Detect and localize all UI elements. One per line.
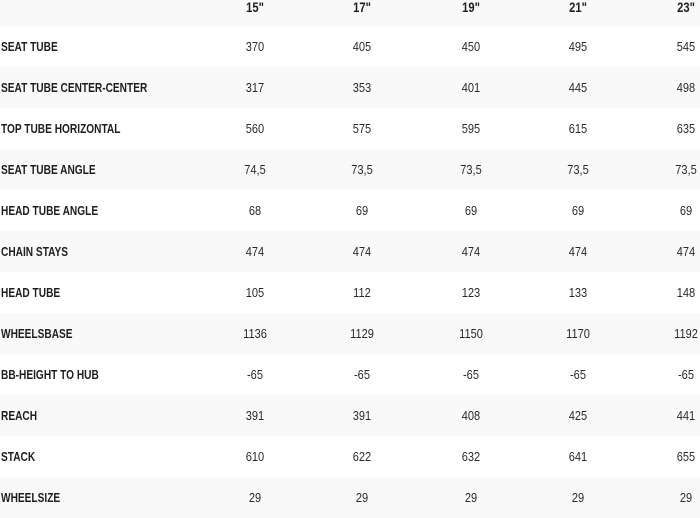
table-cell: 474 <box>245 244 265 259</box>
table-cell: 29 <box>248 490 262 505</box>
table-cell: 408 <box>461 408 481 423</box>
table-row: STACK 610 622 632 641 655 <box>0 436 700 477</box>
table-row: BB-HEIGHT TO HUB -65 -65 -65 -65 -65 <box>0 354 700 395</box>
row-label: SEAT TUBE CENTER-CENTER <box>1 80 148 95</box>
table-cell: -65 <box>570 367 586 382</box>
table-row: SEAT TUBE 370 405 450 495 545 <box>0 26 700 67</box>
row-label: HEAD TUBE <box>1 285 61 300</box>
row-label: SEAT TUBE ANGLE <box>1 162 96 177</box>
table-cell: 29 <box>355 490 369 505</box>
table-cell: -65 <box>463 367 479 382</box>
table-cell: 1136 <box>243 326 267 341</box>
table-cell: 370 <box>245 39 265 54</box>
table-cell: 69 <box>464 203 478 218</box>
table-cell: 73,5 <box>567 162 589 177</box>
table-cell: 655 <box>676 449 696 464</box>
row-label: STACK <box>1 449 36 464</box>
table-cell: 401 <box>461 80 481 95</box>
row-label: WHEELSIZE <box>1 490 61 505</box>
table-cell: 105 <box>245 285 265 300</box>
table-row: WHEELSIZE 29 29 29 29 29 <box>0 477 700 518</box>
table-row: SEAT TUBE ANGLE 74,5 73,5 73,5 73,5 73,5 <box>0 149 700 190</box>
table-cell: 73,5 <box>675 162 697 177</box>
size-header: 23" <box>677 0 695 15</box>
row-label: TOP TUBE HORIZONTAL <box>1 121 121 136</box>
row-label: CHAIN STAYS <box>1 244 69 259</box>
table-cell: 148 <box>676 285 696 300</box>
table-cell: 133 <box>568 285 588 300</box>
table-cell: 29 <box>571 490 585 505</box>
table-cell: 560 <box>245 121 265 136</box>
table-cell: 474 <box>676 244 696 259</box>
table-cell: 445 <box>568 80 588 95</box>
table-cell: -65 <box>354 367 370 382</box>
table-cell: 474 <box>461 244 481 259</box>
table-cell: 1170 <box>566 326 590 341</box>
table-cell: 353 <box>352 80 372 95</box>
table-cell: 632 <box>461 449 481 464</box>
table-cell: 474 <box>352 244 372 259</box>
table-cell: 317 <box>245 80 265 95</box>
table-cell: 112 <box>353 285 371 300</box>
table-cell: 622 <box>352 449 372 464</box>
size-header-row: 15" 17" 19" 21" 23" <box>0 0 700 26</box>
table-row: TOP TUBE HORIZONTAL 560 575 595 615 635 <box>0 108 700 149</box>
table-cell: 74,5 <box>244 162 266 177</box>
table-cell: 123 <box>461 285 481 300</box>
table-cell: 545 <box>676 39 696 54</box>
table-row: HEAD TUBE 105 112 123 133 148 <box>0 272 700 313</box>
table-cell: 73,5 <box>460 162 482 177</box>
table-row: HEAD TUBE ANGLE 68 69 69 69 69 <box>0 190 700 231</box>
table-row: CHAIN STAYS 474 474 474 474 474 <box>0 231 700 272</box>
row-label: WHEELSBASE <box>1 326 73 341</box>
size-header: 19" <box>462 0 480 15</box>
size-header: 17" <box>353 0 371 15</box>
table-cell: 425 <box>568 408 588 423</box>
table-cell: -65 <box>678 367 694 382</box>
table-cell: 391 <box>245 408 265 423</box>
table-cell: 29 <box>679 490 693 505</box>
table-cell: 1192 <box>674 326 698 341</box>
table-cell: 641 <box>568 449 588 464</box>
table-row: WHEELSBASE 1136 1129 1150 1170 1192 <box>0 313 700 354</box>
table-cell: -65 <box>247 367 263 382</box>
row-label: HEAD TUBE ANGLE <box>1 203 99 218</box>
table-cell: 441 <box>676 408 696 423</box>
row-label: BB-HEIGHT TO HUB <box>1 367 99 382</box>
row-label: SEAT TUBE <box>1 39 58 54</box>
size-header: 21" <box>569 0 587 15</box>
size-header: 15" <box>246 0 264 15</box>
row-label: REACH <box>1 408 38 423</box>
table-row: REACH 391 391 408 425 441 <box>0 395 700 436</box>
table-cell: 29 <box>464 490 478 505</box>
table-cell: 474 <box>568 244 588 259</box>
table-cell: 68 <box>248 203 262 218</box>
table-cell: 1150 <box>459 326 483 341</box>
table-row: SEAT TUBE CENTER-CENTER 317 353 401 445 498 <box>0 67 700 108</box>
table-cell: 73,5 <box>351 162 373 177</box>
table-cell: 615 <box>568 121 588 136</box>
table-cell: 635 <box>676 121 696 136</box>
table-cell: 69 <box>355 203 369 218</box>
table-cell: 450 <box>461 39 481 54</box>
table-cell: 610 <box>245 449 265 464</box>
table-cell: 595 <box>461 121 481 136</box>
table-cell: 69 <box>679 203 693 218</box>
table-cell: 391 <box>352 408 372 423</box>
table-cell: 495 <box>568 39 588 54</box>
table-cell: 405 <box>352 39 372 54</box>
table-cell: 69 <box>571 203 585 218</box>
table-cell: 575 <box>352 121 372 136</box>
table-cell: 1129 <box>350 326 374 341</box>
table-cell: 498 <box>676 80 696 95</box>
